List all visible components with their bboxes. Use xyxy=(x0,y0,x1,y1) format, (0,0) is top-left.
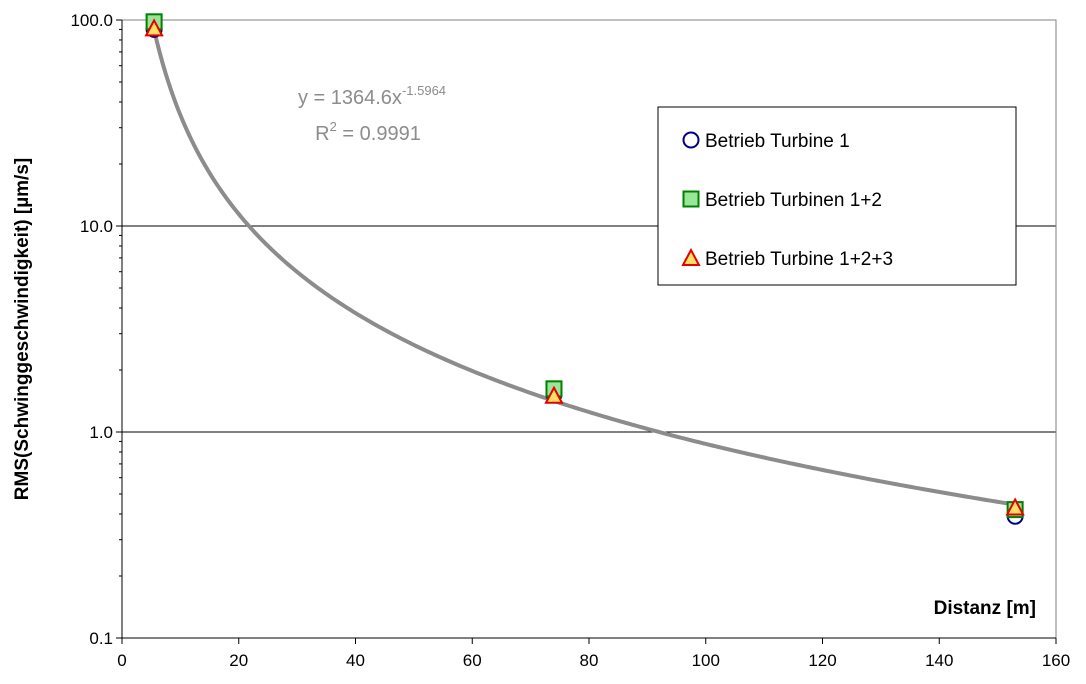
axes: 0.1 1.0 10.0 100.0 0 20 40 60 80 100 120 140 160 xyxy=(70,11,1070,670)
legend: Betrieb Turbine 1 Betrieb Turbinen 1+2 Bet… xyxy=(657,106,1017,286)
r-squared-prefix: R xyxy=(315,123,329,145)
trendline xyxy=(152,27,1021,508)
data-point-triangle xyxy=(144,18,164,37)
y-axis-title: RMS(Schwinggeschwindigkeit) [µm/s] xyxy=(12,158,33,500)
x-tick-label: 20 xyxy=(229,651,248,670)
x-tick-label: 140 xyxy=(925,651,953,670)
data-point-triangle xyxy=(544,385,564,404)
trendline-curve xyxy=(152,27,1021,508)
trendline-equation-base: y = 1364.6x xyxy=(298,87,402,109)
x-tick-label: 100 xyxy=(692,651,720,670)
y-tick-label: 10.0 xyxy=(80,217,113,236)
x-tick-label: 120 xyxy=(808,651,836,670)
legend-box xyxy=(657,106,1017,286)
legend-label: Betrieb Turbine 1+2+3 xyxy=(705,249,893,270)
legend-marker-circle xyxy=(682,131,700,149)
trendline-r-squared: R2 = 0.9991 xyxy=(315,119,421,145)
y-tick-label: 100.0 xyxy=(70,11,113,30)
legend-label: Betrieb Turbinen 1+2 xyxy=(705,190,882,211)
x-tick-label: 80 xyxy=(580,651,599,670)
r-squared-value: = 0.9991 xyxy=(337,123,421,145)
trendline-equation-exponent: -1.5964 xyxy=(402,83,446,98)
legend-marker-square xyxy=(682,190,700,208)
legend-label: Betrieb Turbine 1 xyxy=(705,131,850,152)
y-tick-label: 0.1 xyxy=(89,629,113,648)
r-squared-exponent: 2 xyxy=(330,119,337,134)
x-tick-label: 60 xyxy=(463,651,482,670)
y-tick-label: 1.0 xyxy=(89,423,113,442)
x-axis-title: Distanz [m] xyxy=(934,598,1036,619)
x-tick-label: 0 xyxy=(117,651,126,670)
data-point-triangle xyxy=(1005,497,1025,516)
x-tick-label: 160 xyxy=(1042,651,1070,670)
trendline-equation: y = 1364.6x-1.5964 xyxy=(298,83,446,109)
x-tick-label: 40 xyxy=(346,651,365,670)
data-points xyxy=(144,13,1025,525)
legend-marker-triangle xyxy=(681,247,701,266)
